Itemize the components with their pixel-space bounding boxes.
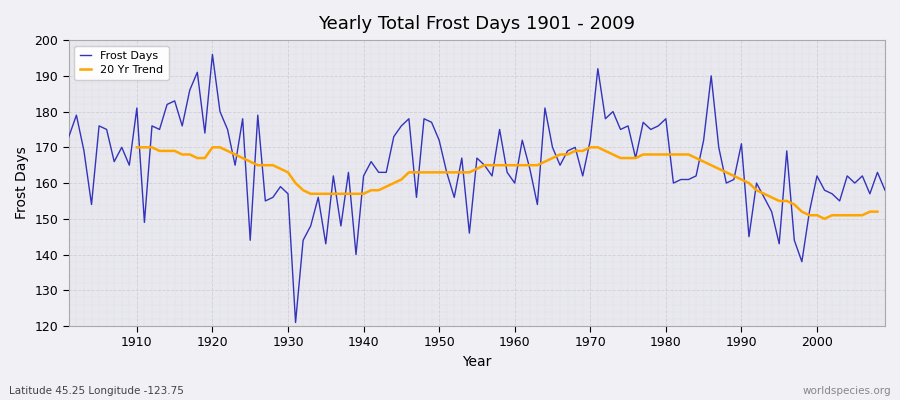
20 Yr Trend [358,191,369,196]
Frost Days [517,138,527,142]
Line: Frost Days: Frost Days [68,54,885,322]
20 Yr Trend [502,163,513,168]
20 Yr Trend [714,166,724,171]
Frost Days [124,163,135,168]
20 Yr Trend [525,163,535,168]
Frost Days [290,320,301,325]
20 Yr Trend [131,145,142,150]
20 Yr Trend [328,191,338,196]
20 Yr Trend [872,209,883,214]
Frost Days [879,188,890,193]
Line: 20 Yr Trend: 20 Yr Trend [137,147,877,219]
Title: Yearly Total Frost Days 1901 - 2009: Yearly Total Frost Days 1901 - 2009 [319,15,635,33]
Y-axis label: Frost Days: Frost Days [15,147,29,220]
20 Yr Trend [819,216,830,221]
Frost Days [63,134,74,139]
Frost Days [351,252,362,257]
Frost Days [305,224,316,228]
Text: worldspecies.org: worldspecies.org [803,386,891,396]
Frost Days [525,166,535,171]
Frost Days [207,52,218,57]
X-axis label: Year: Year [463,355,491,369]
Frost Days [615,127,626,132]
20 Yr Trend [305,191,316,196]
Text: Latitude 45.25 Longitude -123.75: Latitude 45.25 Longitude -123.75 [9,386,184,396]
Legend: Frost Days, 20 Yr Trend: Frost Days, 20 Yr Trend [75,46,168,80]
